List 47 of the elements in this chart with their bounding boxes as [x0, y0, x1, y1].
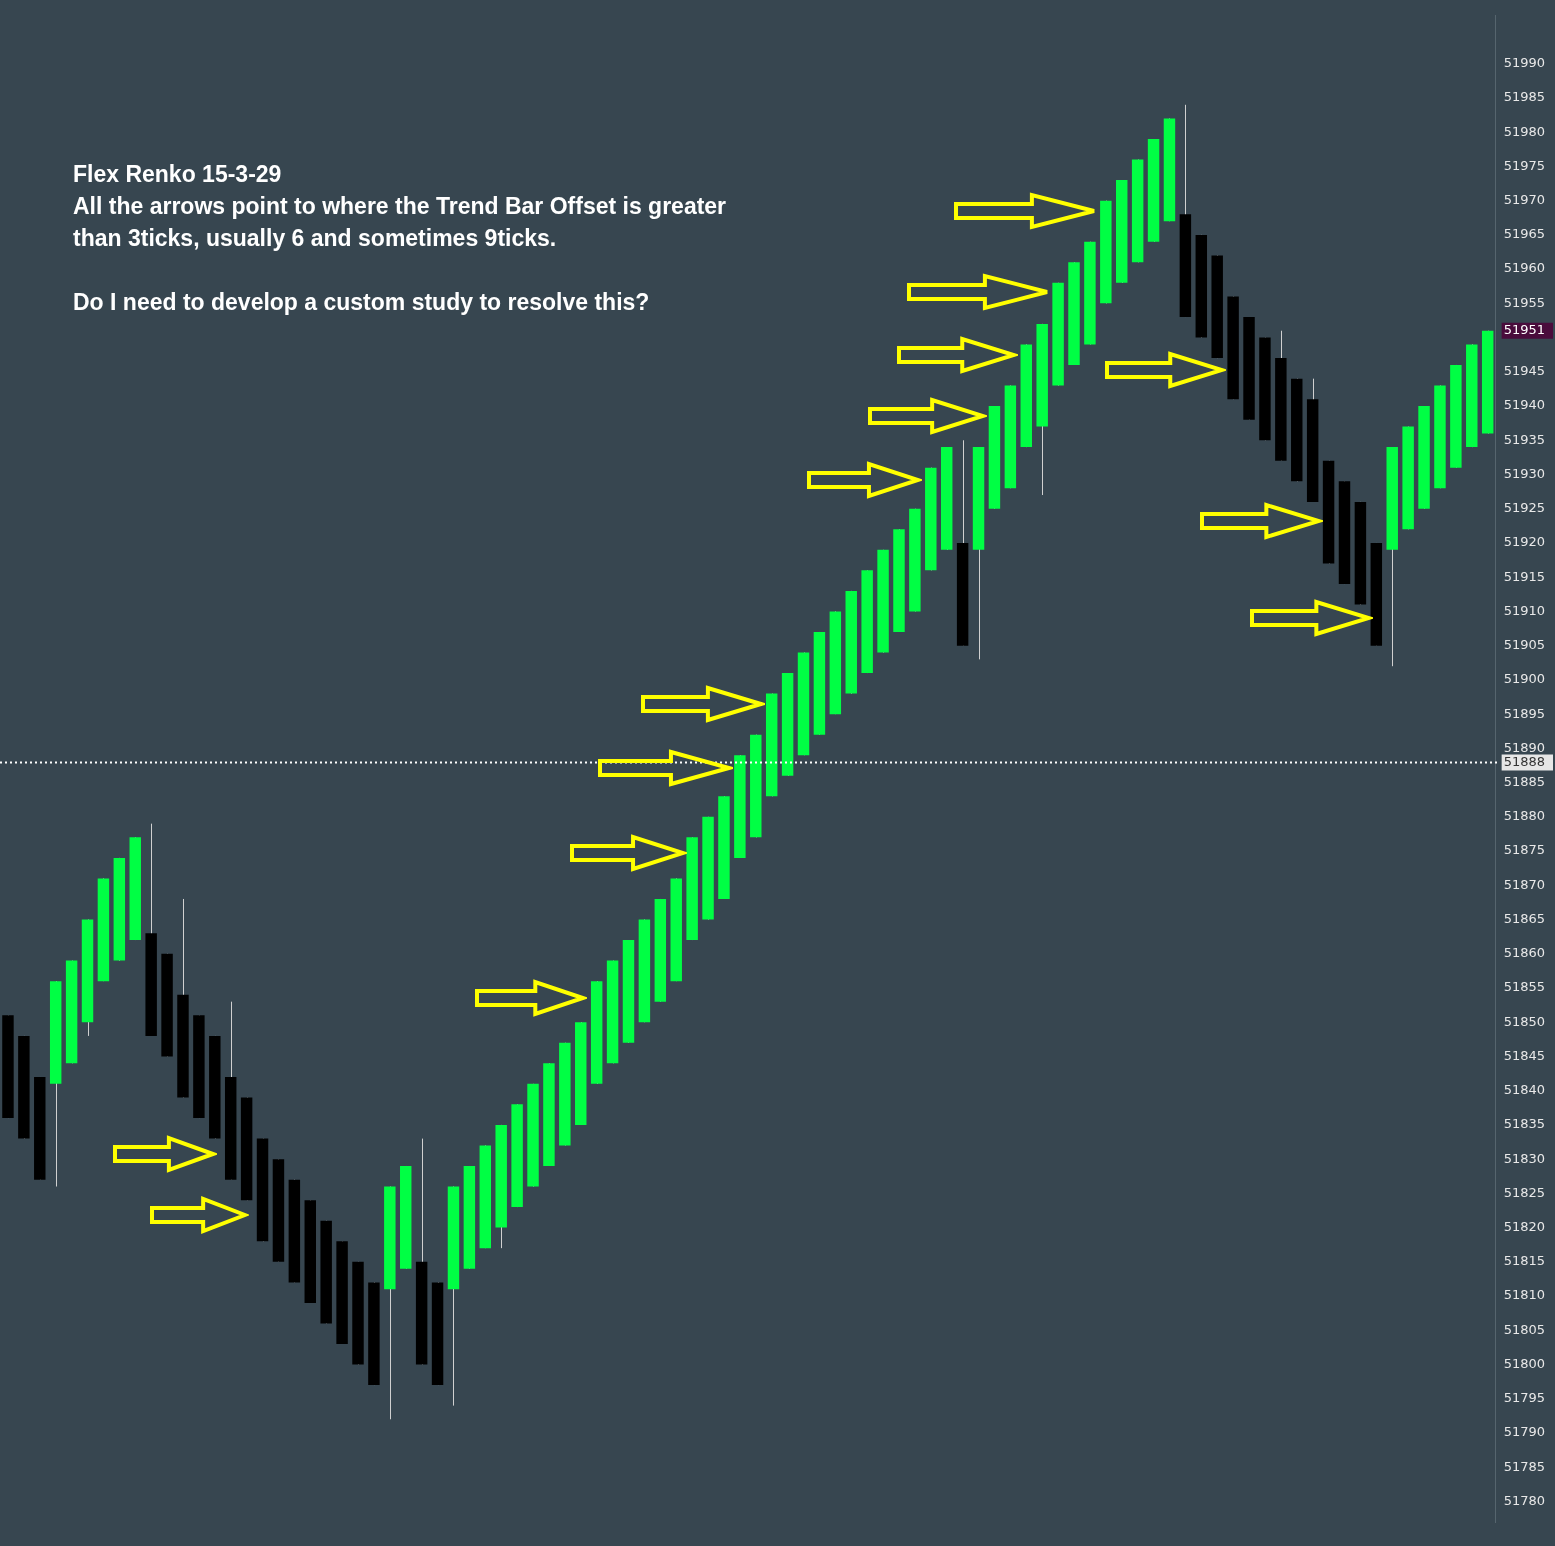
- y-tick-label: 51975: [1503, 157, 1545, 173]
- y-tick-label: 51960: [1503, 260, 1545, 276]
- y-tick-label: 51875: [1503, 842, 1545, 858]
- y-tick-label: 51980: [1503, 123, 1545, 139]
- y-tick-label: 51880: [1503, 808, 1545, 824]
- y-tick-label: 51835: [1503, 1116, 1545, 1132]
- y-tick-label: 51990: [1503, 55, 1545, 71]
- y-tick-label: 51830: [1503, 1150, 1545, 1166]
- y-tick-label: 51985: [1503, 89, 1545, 105]
- y-tick-label: 51920: [1503, 534, 1545, 550]
- y-tick-label: 51840: [1503, 1082, 1545, 1098]
- y-tick-label: 51860: [1503, 945, 1545, 961]
- y-tick-label: 51935: [1503, 431, 1545, 447]
- y-tick-label: 51945: [1503, 363, 1545, 379]
- y-tick-label: 51850: [1503, 1013, 1545, 1029]
- y-tick-label: 51810: [1503, 1287, 1545, 1303]
- y-tick-label: 51895: [1503, 705, 1545, 721]
- y-tick-label: 51940: [1503, 397, 1545, 413]
- y-tick-label: 51955: [1503, 294, 1545, 310]
- y-tick-label: 51965: [1503, 226, 1545, 242]
- text: 51951: [1503, 322, 1545, 338]
- y-tick-label: 51795: [1503, 1390, 1545, 1406]
- y-tick-label: 51820: [1503, 1218, 1545, 1234]
- y-tick-label: 51845: [1503, 1047, 1545, 1063]
- y-tick-label: 51910: [1503, 602, 1545, 618]
- y-tick-label: 51925: [1503, 500, 1545, 516]
- y-tick-label: 51905: [1503, 637, 1545, 653]
- y-tick-label: 51790: [1503, 1424, 1545, 1440]
- y-tick-label: 51900: [1503, 671, 1545, 687]
- y-tick-label: 51870: [1503, 876, 1545, 892]
- ref-line-label: 51888: [1503, 753, 1545, 769]
- y-tick-label: 51805: [1503, 1321, 1545, 1337]
- y-tick-label: 51890: [1503, 739, 1545, 755]
- y-tick-label: 51930: [1503, 465, 1545, 481]
- y-tick-label: 51780: [1503, 1492, 1545, 1508]
- y-tick-label: 51970: [1503, 192, 1545, 208]
- y-tick-label: 51865: [1503, 910, 1545, 926]
- y-tick-label: 51815: [1503, 1253, 1545, 1269]
- y-tick-label: 51855: [1503, 979, 1545, 995]
- y-tick-label: 51915: [1503, 568, 1545, 584]
- y-tick-label: 51800: [1503, 1355, 1545, 1371]
- y-tick-label: 51825: [1503, 1184, 1545, 1200]
- y-tick-label: 51885: [1503, 773, 1545, 789]
- text: All the arrows point to where the Trend Bar Offset is greater than 3ticks, usually 6 and sometimes 9ticks.: [73, 192, 728, 253]
- text: Flex Renko 15-3-29: [73, 160, 283, 189]
- y-tick-label: 51785: [1503, 1458, 1545, 1474]
- annotation: Do I need to develop a custom study to resolve this?: [73, 288, 651, 317]
